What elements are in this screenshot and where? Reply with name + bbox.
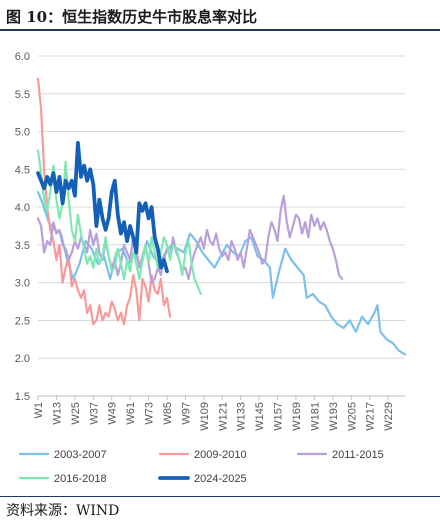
legend-label: 2011-2015 [332,449,384,461]
x-tick-label: W85 [162,402,174,425]
x-tick-label: W13 [51,402,63,425]
x-tick-label: W49 [107,402,119,425]
legend-label: 2009-2010 [194,449,247,461]
title-rule [0,29,440,31]
y-tick-label: 4.5 [15,164,30,176]
y-tick-label: 2.0 [15,353,30,365]
legend-label: 2003-2007 [54,449,107,461]
x-tick-label: W193 [328,402,340,431]
y-axis-ticks: 1.5 2.0 2.5 3.0 3.5 4.0 4.5 5.0 5.5 6.0 [15,51,30,403]
series-lines [36,77,407,356]
gridlines [38,55,405,397]
x-tick-label: W97 [180,402,192,425]
x-tick-label: W145 [254,402,266,431]
x-tick-label: W229 [383,402,395,431]
series-line-2009-2010 [36,77,172,326]
x-tick-label: W169 [291,402,303,431]
source-note: 资料来源：WIND [6,503,120,519]
x-tick-label: W61 [125,402,137,425]
series-line-2011-2015 [36,194,344,284]
series-line-2016-2018 [36,149,202,296]
legend-label: 2024-2025 [194,473,247,485]
y-tick-label: 3.5 [15,240,30,252]
source-rule [0,496,440,497]
x-tick-label: W181 [309,402,321,431]
y-tick-label: 1.5 [15,391,30,403]
x-tick-label: W121 [217,402,229,431]
legend-label: 2016-2018 [54,473,107,485]
x-tick-label: W1 [33,402,45,419]
x-tick-label: W109 [199,402,211,431]
series-line-2024-2025 [36,141,169,274]
y-tick-label: 4.0 [15,202,30,214]
x-tick-label: W73 [144,402,156,425]
y-tick-label: 2.5 [15,315,30,327]
x-tick-label: W25 [70,402,82,425]
figure-title: 图 10：恒生指数历史牛市股息率对比 [6,8,258,26]
y-tick-label: 5.5 [15,89,30,101]
dividend-yield-chart: 1.52.02.53.03.54.04.55.05.56.0 W1 W13 W25 W… [15,51,407,485]
series-line-2003-2007 [36,190,407,356]
x-tick-label: W133 [236,402,248,431]
y-tick-label: 6.0 [15,51,30,63]
x-axis-ticks: W1 W13 W25 W37 W49 W61 W73 W85 W97 W109 W121 W133 W1… [33,396,395,431]
x-tick-label: W157 [273,402,285,431]
legend: 2003-2007 2009-2010 2011-2015 2016-2018 2024… [18,449,384,485]
y-tick-label: 3.0 [15,278,30,290]
x-tick-label: W217 [365,402,377,431]
x-tick-label: W37 [88,402,100,425]
y-tick-label: 5.0 [15,127,30,139]
x-tick-label: W205 [346,402,358,431]
